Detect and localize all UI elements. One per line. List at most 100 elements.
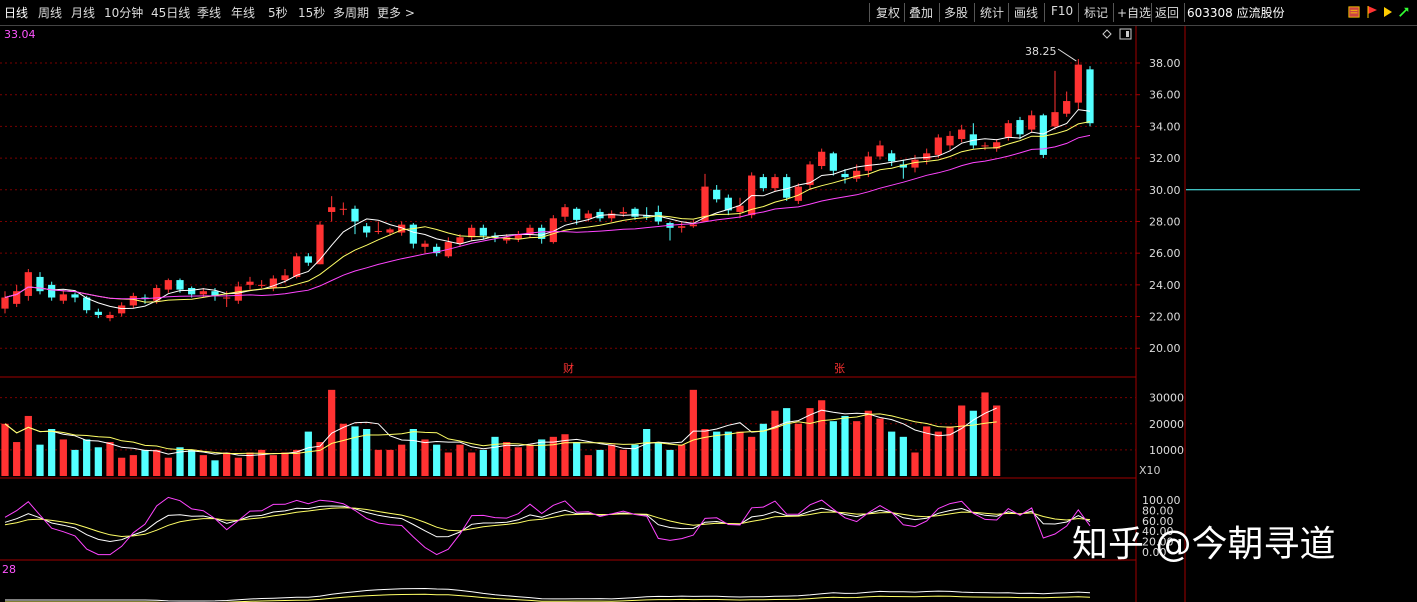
back-button[interactable]: 返回	[1155, 6, 1180, 20]
volume-bar	[398, 444, 406, 476]
volume-bar	[246, 452, 254, 476]
more-menu[interactable]: 更多 >	[377, 6, 415, 20]
ma-line	[4, 109, 1091, 310]
volume-bar	[584, 455, 592, 476]
candle-body	[701, 186, 709, 222]
axes: 20.00 22.00 24.00 26.00 28.00 30.00 32.00 34.00…	[1057, 48, 1184, 559]
y-tick-label: 30000	[1149, 392, 1184, 405]
mark-button[interactable]: 标记	[1084, 6, 1109, 20]
candle-body	[864, 156, 872, 171]
multi-stock-button[interactable]: 多股	[944, 6, 969, 20]
volume-bar	[421, 439, 429, 476]
volume-multiplier: X10	[1139, 464, 1161, 477]
candle-body	[59, 294, 67, 301]
tab-weekly[interactable]: 周线	[38, 6, 63, 20]
volume-bar	[129, 455, 137, 476]
flag-icon[interactable]	[1366, 5, 1378, 19]
volume-bar	[969, 410, 977, 476]
separator	[939, 3, 940, 22]
tab-monthly[interactable]: 月线	[71, 6, 96, 20]
volume-bar	[188, 449, 196, 476]
ma-line	[4, 121, 1091, 303]
volume-bar	[83, 439, 91, 476]
volume-bar	[211, 460, 219, 476]
candle-body	[876, 145, 884, 157]
tab-45day[interactable]: 45日线	[151, 6, 191, 20]
y-tick-label: 20000	[1149, 418, 1184, 431]
volume-bar	[141, 449, 149, 476]
volume-bar	[946, 426, 954, 476]
tab-quarterly[interactable]: 季线	[197, 6, 222, 20]
volume-bar	[654, 442, 662, 476]
volume-bar	[876, 418, 884, 476]
separator	[1008, 3, 1009, 22]
draw-line-button[interactable]: 画线	[1014, 6, 1039, 20]
overlay-button[interactable]: 叠加	[909, 6, 934, 20]
volume-bar	[118, 457, 126, 476]
volume-bar	[841, 415, 849, 476]
volume-bar	[281, 452, 289, 476]
y-tick-label: 38.00	[1149, 57, 1181, 70]
candle-body	[328, 207, 336, 212]
volume-bar	[853, 421, 861, 476]
candle-body	[129, 295, 137, 306]
candle-body	[631, 208, 639, 217]
candle-body	[1, 297, 9, 309]
f10-button[interactable]: F10	[1051, 4, 1074, 18]
arrow-icon[interactable]	[1398, 5, 1410, 19]
candle-body	[806, 164, 814, 186]
candle-body	[188, 288, 196, 295]
volume-ma-line	[4, 413, 997, 455]
volume-bar	[608, 444, 616, 476]
volume-bar	[258, 449, 266, 476]
tab-5sec[interactable]: 5秒	[268, 6, 288, 20]
statistics-button[interactable]: 统计	[980, 6, 1005, 20]
candle-body	[526, 227, 534, 235]
volume-bar	[269, 455, 277, 476]
volume-bar	[526, 444, 534, 476]
volume-bar	[771, 410, 779, 476]
macd-signal-line	[5, 593, 1091, 602]
candle-body	[794, 186, 802, 201]
y-tick-label: 20.00	[1142, 536, 1174, 549]
tab-yearly[interactable]: 年线	[231, 6, 256, 20]
volume-bar	[993, 405, 1001, 476]
indicator-chart	[4, 496, 1091, 602]
volume-bar	[573, 442, 581, 476]
volume-bar	[806, 408, 814, 476]
volume-bar	[619, 449, 627, 476]
candle-body	[689, 224, 697, 227]
y-tick-label: 20.00	[1149, 342, 1181, 355]
volume-bar	[363, 429, 371, 476]
volume-bar	[153, 449, 161, 476]
marker-zhang[interactable]: 张	[834, 362, 845, 375]
panel-toggle-icon[interactable]	[1119, 28, 1132, 40]
volume-bar	[13, 442, 21, 476]
notes-icon[interactable]	[1348, 5, 1360, 19]
play-icon[interactable]	[1382, 5, 1394, 19]
candle-body	[293, 256, 301, 277]
tab-daily[interactable]: 日线	[4, 6, 29, 20]
tab-multi-period[interactable]: 多周期	[333, 6, 370, 20]
volume-bar	[701, 429, 709, 476]
tab-15sec[interactable]: 15秒	[298, 6, 326, 20]
candle-body	[433, 246, 441, 254]
volume-bar	[409, 429, 417, 476]
restore-rights-button[interactable]: 复权	[876, 6, 901, 20]
volume-bar	[386, 449, 394, 476]
tab-10min[interactable]: 10分钟	[104, 6, 144, 20]
diamond-icon[interactable]	[1102, 29, 1112, 39]
stock-title: 603308 应流股份	[1187, 6, 1285, 20]
candle-body	[538, 227, 546, 239]
marker-cai[interactable]: 财	[563, 361, 574, 375]
volume-bar	[468, 452, 476, 476]
candle-body	[561, 207, 569, 217]
add-watchlist-button[interactable]: +自选	[1117, 6, 1152, 20]
volume-bar	[164, 457, 172, 476]
candle-body	[211, 291, 219, 296]
volume-bar	[713, 431, 721, 476]
y-tick-label: 22.00	[1149, 311, 1181, 324]
candle-body	[374, 230, 382, 232]
volume-bar	[199, 455, 207, 476]
